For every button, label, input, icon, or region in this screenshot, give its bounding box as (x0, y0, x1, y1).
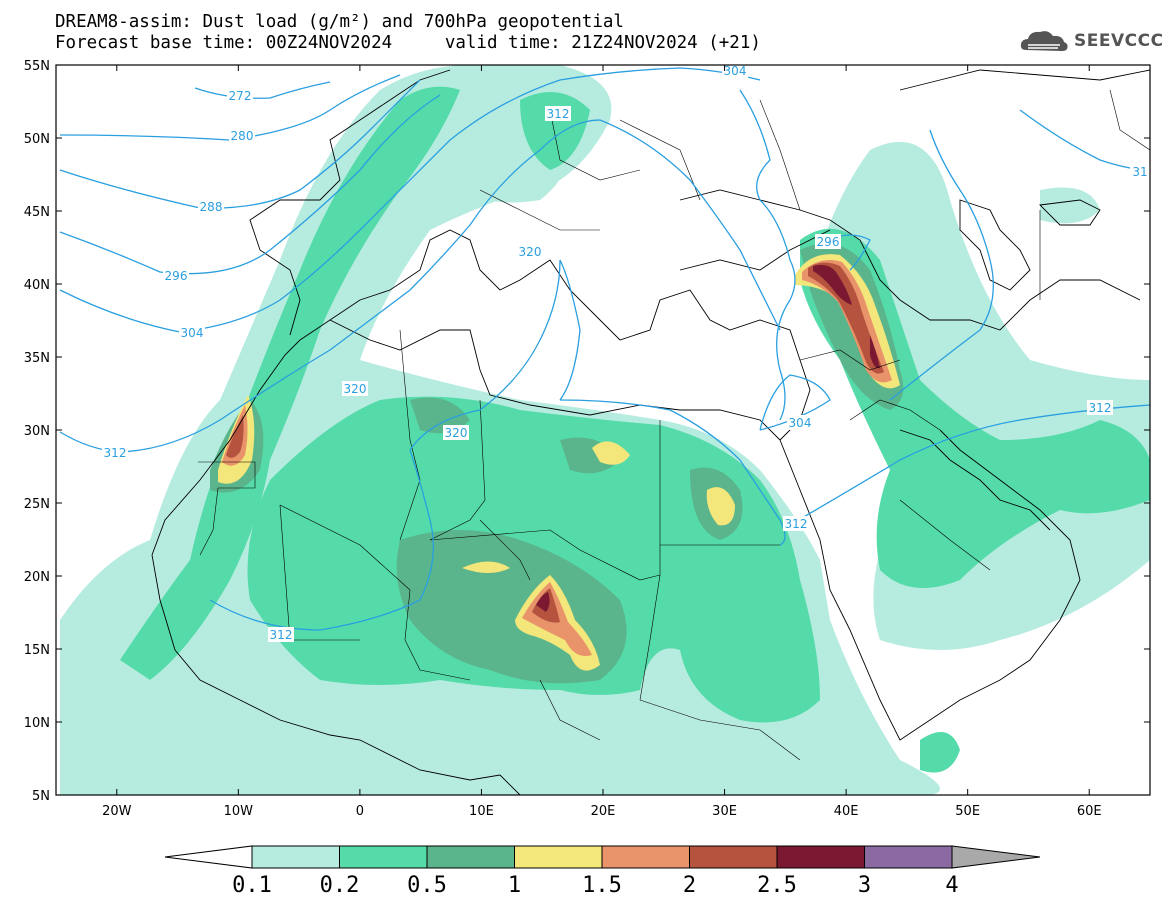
svg-text:296: 296 (165, 269, 188, 283)
country-borders (198, 89, 1150, 761)
chart-subtitle: Forecast base time: 00Z24NOV2024 valid t… (55, 33, 761, 53)
colorbar-label: 1.5 (582, 873, 622, 898)
lon-axis: 20W 10W 0 10E 20E 30E 40E 50E 60E (102, 65, 1102, 819)
lat-tick-label: 30N (24, 424, 50, 439)
contour-label: 312 (783, 516, 809, 531)
svg-text:320: 320 (344, 382, 367, 396)
contour-label: 304 (179, 325, 205, 340)
colorbar-label: 4 (945, 873, 958, 898)
contour-label: 304 (787, 415, 813, 430)
svg-text:288: 288 (200, 200, 223, 214)
colorbar-under-triangle (164, 845, 253, 869)
contour-label: 320 (517, 244, 543, 259)
colorbar-box (864, 845, 953, 869)
seevccc-logo: SEEVCCC (1018, 26, 1164, 56)
svg-text:304: 304 (789, 416, 812, 430)
contour-label: 304 (722, 64, 748, 78)
lat-tick-label: 15N (24, 643, 50, 658)
lat-tick-label: 45N (24, 205, 50, 220)
svg-text:320: 320 (445, 426, 468, 440)
map-plot-area: 272 280 288 296 304 312 320 312 320 320 … (59, 64, 1150, 795)
colorbar: 0.1 0.2 0.5 1 1.5 2 2.5 3 4 (164, 845, 1041, 898)
dust-field-25 (536, 264, 880, 612)
contour-label: 312 (545, 106, 571, 121)
lat-tick-label: 20N (24, 570, 50, 585)
colorbar-over-triangle (951, 845, 1041, 869)
contour-label: 312 (268, 627, 294, 642)
svg-text:304: 304 (181, 326, 204, 340)
lat-tick-label: 40N (24, 278, 50, 293)
colorbar-label: 2.5 (757, 873, 797, 898)
lat-tick-label: 5N (32, 789, 50, 804)
colorbar-box (339, 845, 428, 869)
lon-tick-label: 60E (1077, 804, 1102, 819)
colorbar-label: 0.5 (407, 873, 447, 898)
contour-label: 312 (102, 445, 128, 460)
colorbar-box (251, 845, 340, 869)
colorbar-label: 3 (858, 873, 871, 898)
svg-text:272: 272 (229, 89, 252, 103)
colorbar-box (601, 845, 690, 869)
lon-tick-label: 20W (102, 804, 132, 819)
lon-tick-label: 20E (591, 804, 616, 819)
contour-label: 272 (227, 88, 253, 103)
colorbar-box (776, 845, 865, 869)
svg-text:312: 312 (1089, 401, 1112, 415)
svg-text:280: 280 (231, 129, 254, 143)
svg-text:312: 312 (547, 107, 570, 121)
colorbar-box (514, 845, 603, 869)
contour-label: 296 (163, 268, 189, 283)
svg-text:304: 304 (724, 64, 747, 78)
contour-label: 288 (198, 199, 224, 214)
colorbar-label: 0.2 (320, 873, 360, 898)
contour-label: 320 (443, 425, 469, 440)
svg-text:312: 312 (104, 446, 127, 460)
logo-text: SEEVCCC (1074, 31, 1164, 51)
lat-tick-label: 50N (24, 132, 50, 147)
lon-tick-label: 30E (712, 804, 737, 819)
svg-text:320: 320 (519, 245, 542, 259)
lat-tick-label: 25N (24, 497, 50, 512)
contour-label: 320 (342, 381, 368, 396)
colorbar-box (689, 845, 778, 869)
svg-text:31: 31 (1132, 165, 1147, 179)
colorbar-label: 0.1 (232, 873, 272, 898)
svg-text:312: 312 (270, 628, 293, 642)
lon-tick-label: 0 (356, 804, 364, 819)
contour-label: 296 (815, 234, 841, 249)
coastlines (151, 69, 1150, 795)
colorbar-label: 2 (683, 873, 696, 898)
contour-labels: 272 280 288 296 304 312 320 312 320 320 … (102, 64, 1150, 642)
chart-title: DREAM8-assim: Dust load (g/m²) and 700hP… (55, 12, 624, 32)
svg-text:296: 296 (817, 235, 840, 249)
colorbar-box (426, 845, 515, 869)
lat-axis: 5N 10N 15N 20N 25N 30N 35N 40N 45N 50N 55N (24, 59, 1150, 804)
contour-label: 280 (229, 128, 255, 143)
cloud-logo-icon (1020, 31, 1068, 51)
lon-tick-label: 50E (955, 804, 980, 819)
contour-label: 31 (1130, 164, 1150, 179)
colorbar-label: 1 (508, 873, 521, 898)
lat-tick-label: 35N (24, 351, 50, 366)
lon-tick-label: 10W (224, 804, 254, 819)
lon-tick-label: 10E (469, 804, 494, 819)
lon-tick-label: 40E (834, 804, 859, 819)
svg-text:312: 312 (785, 517, 808, 531)
contour-label: 312 (1087, 400, 1113, 415)
lat-tick-label: 55N (24, 59, 50, 74)
lat-tick-label: 10N (24, 716, 50, 731)
